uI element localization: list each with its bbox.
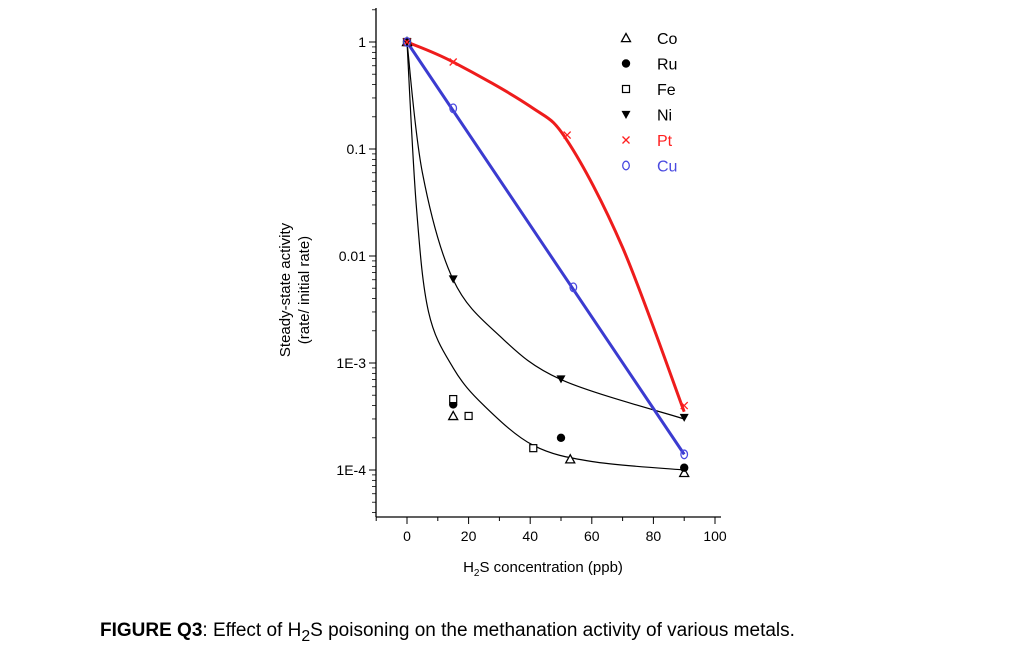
- data-point-cu: [569, 282, 578, 293]
- legend-marker-ru: [621, 59, 631, 68]
- legend-label-co: Co: [657, 31, 678, 48]
- data-point-co: [678, 467, 690, 478]
- data-point-co: [564, 453, 576, 464]
- legend-label-ni: Ni: [657, 108, 672, 125]
- caption-label: FIGURE Q3: [100, 620, 203, 641]
- fit-curve: [406, 40, 686, 413]
- data-point-co: [447, 410, 459, 421]
- data-point-ru: [556, 433, 566, 442]
- x-tick-label: 40: [522, 528, 538, 544]
- y-axis-label: Steady-state activity: [277, 222, 294, 357]
- legend-marker-ni: [621, 110, 631, 119]
- data-point-pt: [449, 58, 458, 66]
- x-stroke: [680, 401, 689, 410]
- legend-label-ru: Ru: [657, 57, 677, 74]
- legend-label-fe: Fe: [657, 82, 676, 99]
- data-point-cu: [680, 449, 689, 460]
- figure-caption: FIGURE Q3: Effect of H2S poisoning on th…: [100, 620, 795, 646]
- data-point-fe: [529, 444, 538, 453]
- data-point-pt: [680, 401, 689, 410]
- caption-text-2: S poisoning on the methanation activity …: [310, 620, 795, 641]
- y-tick-label: 1E-3: [336, 355, 366, 371]
- data-point-pt: [563, 131, 572, 140]
- x-stroke: [622, 136, 630, 144]
- y-axis-label: (rate/ initial rate): [296, 236, 313, 344]
- legend-marker-co: [620, 32, 632, 43]
- fit-curve: [406, 41, 685, 471]
- data-point-cu: [449, 103, 458, 114]
- data-point-ni: [679, 413, 689, 422]
- data-point-ru: [680, 463, 689, 472]
- legend-label-pt: Pt: [657, 133, 673, 150]
- data-point-fe: [464, 411, 473, 421]
- legend-marker-fe: [621, 84, 631, 94]
- x-axis-label: H2S concentration (ppb): [463, 559, 623, 579]
- legend-label-cu: Cu: [657, 159, 677, 176]
- legend-marker-cu: [622, 160, 630, 171]
- legend-marker-pt: [622, 136, 630, 144]
- x-tick-label: 80: [646, 528, 662, 544]
- chart: 0 20 40 60 80 100 1 0.1 0.01 1E-3 1E-4 H2S concentr…: [277, 8, 727, 579]
- y-tick-label: 0.1: [347, 141, 367, 157]
- y-tick-label: 1E-4: [336, 462, 366, 478]
- y-tick-label: 0.01: [339, 248, 366, 264]
- data-point-cu: [403, 37, 411, 47]
- data-point-ni: [448, 275, 458, 284]
- x-tick-label: 100: [703, 528, 727, 544]
- x-tick-label: 0: [403, 528, 411, 544]
- x-stroke: [563, 131, 572, 140]
- x-tick-label: 20: [461, 528, 477, 544]
- fit-curve: [405, 41, 686, 456]
- x-stroke: [449, 58, 458, 66]
- data-point-ni: [556, 375, 566, 384]
- fit-curve: [406, 41, 685, 420]
- data-point-fe: [449, 394, 458, 404]
- y-tick-label: 1: [358, 34, 366, 50]
- x-tick-label: 60: [584, 528, 600, 544]
- caption-subscript: 2: [301, 627, 311, 645]
- caption-text-1: : Effect of H: [202, 620, 302, 641]
